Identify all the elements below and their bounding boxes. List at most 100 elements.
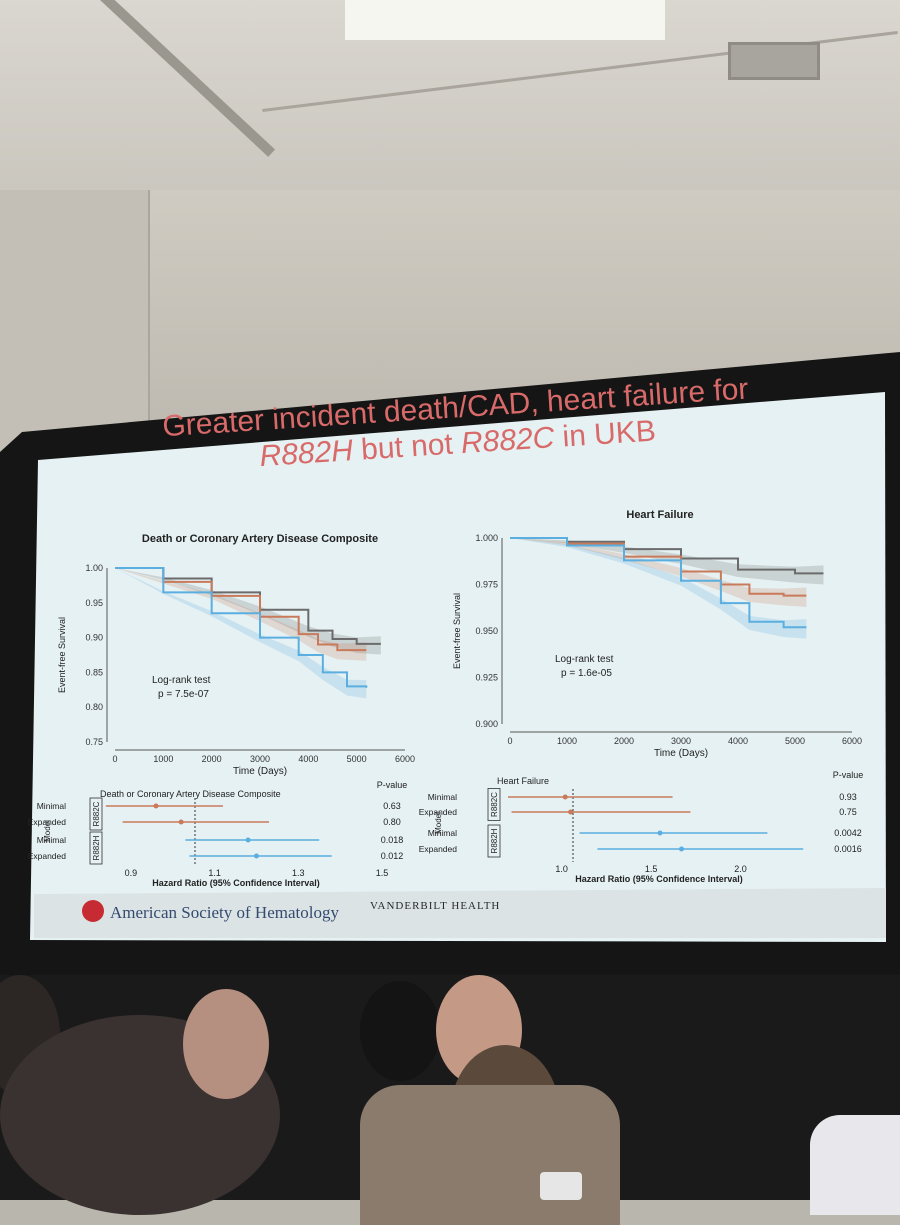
- forest-pvalue-header: P-value: [833, 770, 864, 780]
- forest-row-label: Minimal: [428, 828, 457, 838]
- km-y-label: Event-free Survival: [57, 617, 67, 693]
- audience-area: [0, 975, 900, 1225]
- ceiling-vent: [728, 42, 820, 80]
- km-title: Death or Coronary Artery Disease Composi…: [142, 533, 378, 545]
- forest-pvalue: 0.018: [381, 835, 404, 845]
- forest-row-label: Minimal: [428, 792, 457, 802]
- forest-title: Heart Failure: [497, 776, 549, 786]
- km-y-tick: 0.900: [475, 719, 498, 729]
- km-confidence-band: [115, 568, 367, 661]
- ash-logo-icon: [82, 900, 104, 922]
- forest-row-label: Minimal: [37, 801, 66, 811]
- km-x-label: Time (Days): [654, 748, 708, 759]
- forest-pvalue-header: P-value: [377, 780, 408, 790]
- km-x-tick: 4000: [298, 754, 318, 764]
- forest-point: [178, 819, 184, 825]
- km-confidence-band: [115, 568, 367, 699]
- km-y-tick: 0.95: [85, 598, 103, 608]
- forest-group-box: [89, 831, 103, 865]
- phone: [540, 1172, 582, 1200]
- km-confidence-band: [510, 538, 824, 585]
- km-x-tick: 3000: [250, 754, 270, 764]
- forest-y-label: Model: [43, 820, 52, 842]
- forest-group-box: [487, 788, 501, 821]
- forest-x-tick: 0.9: [125, 868, 138, 878]
- km-y-tick: 0.975: [475, 580, 498, 590]
- slide-charts: Death or Coronary Artery Disease Composi…: [28, 509, 864, 888]
- slide-footer: [34, 888, 886, 938]
- forest-x-tick: 1.0: [555, 864, 568, 874]
- audience-shoulders: [810, 1115, 900, 1215]
- forest-point: [253, 853, 259, 859]
- forest-pvalue: 0.0016: [834, 844, 862, 854]
- slide: [30, 392, 886, 942]
- forest-x-label: Hazard Ratio (95% Confidence Interval): [152, 878, 320, 888]
- km-x-tick: 2000: [202, 754, 222, 764]
- km-y-tick: 0.75: [85, 737, 103, 747]
- forest-x-tick: 1.5: [376, 868, 389, 878]
- forest-point: [679, 846, 685, 852]
- km-series-line: [510, 537, 807, 629]
- forest-point: [245, 837, 251, 843]
- forest-x-tick: 1.3: [292, 868, 305, 878]
- footer-ash: American Society of Hematology: [110, 903, 339, 922]
- forest-row-label: Expanded: [419, 807, 458, 817]
- km-y-tick: 0.925: [475, 673, 498, 683]
- forest-group-box: [89, 797, 103, 831]
- km-y-tick: 0.85: [85, 667, 103, 677]
- forest-point: [568, 809, 574, 815]
- km-y-tick: 0.90: [85, 633, 103, 643]
- km-x-tick: 3000: [671, 736, 691, 746]
- km-y-label: Event-free Survival: [452, 593, 462, 669]
- forest-row-label: Expanded: [419, 844, 458, 854]
- km-x-tick: 1000: [557, 736, 577, 746]
- forest-x-tick: 1.5: [645, 864, 658, 874]
- km-confidence-band: [115, 568, 381, 655]
- km-annotation: p = 7.5e-07: [158, 689, 209, 700]
- forest-group-label: R882C: [490, 792, 499, 817]
- forest-group-label: R882C: [92, 801, 101, 826]
- forest-x-label: Hazard Ratio (95% Confidence Interval): [575, 874, 743, 884]
- km-x-tick: 2000: [614, 736, 634, 746]
- forest-group-label: R882H: [92, 835, 101, 860]
- forest-pvalue: 0.80: [383, 817, 401, 827]
- km-series-line: [115, 567, 381, 645]
- audience-shoulders: [360, 1085, 620, 1225]
- forest-row-label: Expanded: [28, 817, 67, 827]
- forest-pvalue: 0.75: [839, 807, 857, 817]
- km-x-tick: 5000: [785, 736, 805, 746]
- km-confidence-band: [510, 538, 807, 639]
- km-x-tick: 0: [112, 754, 117, 764]
- audience-head: [183, 989, 269, 1099]
- km-x-label: Time (Days): [233, 766, 287, 777]
- footer-vanderbilt: VANDERBILT HEALTH: [370, 900, 501, 912]
- km-y-tick: 1.000: [475, 533, 498, 543]
- km-title: Heart Failure: [626, 509, 693, 521]
- forest-title: Death or Coronary Artery Disease Composi…: [100, 789, 281, 799]
- forest-point: [562, 794, 568, 800]
- km-x-tick: 4000: [728, 736, 748, 746]
- forest-group-box: [487, 824, 501, 858]
- forest-pvalue: 0.63: [383, 801, 401, 811]
- forest-pvalue: 0.012: [381, 851, 404, 861]
- audience-head: [360, 981, 440, 1081]
- forest-point: [657, 830, 663, 836]
- km-y-tick: 0.80: [85, 702, 103, 712]
- km-x-tick: 1000: [153, 754, 173, 764]
- forest-pvalue: 0.0042: [834, 828, 862, 838]
- forest-group-label: R882H: [490, 828, 499, 853]
- km-annotation: Log-rank test: [152, 675, 211, 686]
- forest-y-label: Model: [434, 812, 443, 834]
- forest-row-label: Expanded: [28, 851, 67, 861]
- forest-x-tick: 1.1: [208, 868, 221, 878]
- km-x-tick: 0: [507, 736, 512, 746]
- km-series-line: [115, 567, 367, 652]
- forest-pvalue: 0.93: [839, 792, 857, 802]
- km-series-line: [510, 537, 807, 597]
- ceiling: [0, 0, 900, 200]
- km-x-tick: 5000: [347, 754, 367, 764]
- ceiling-light: [345, 0, 665, 40]
- km-confidence-band: [510, 538, 807, 608]
- km-series-line: [115, 567, 368, 688]
- km-annotation: Log-rank test: [555, 654, 614, 665]
